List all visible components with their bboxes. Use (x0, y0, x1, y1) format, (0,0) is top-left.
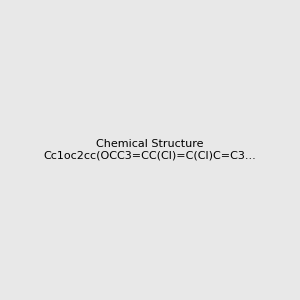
Text: Chemical Structure
Cc1oc2cc(OCC3=CC(Cl)=C(Cl)C=C3...: Chemical Structure Cc1oc2cc(OCC3=CC(Cl)=… (44, 139, 256, 161)
